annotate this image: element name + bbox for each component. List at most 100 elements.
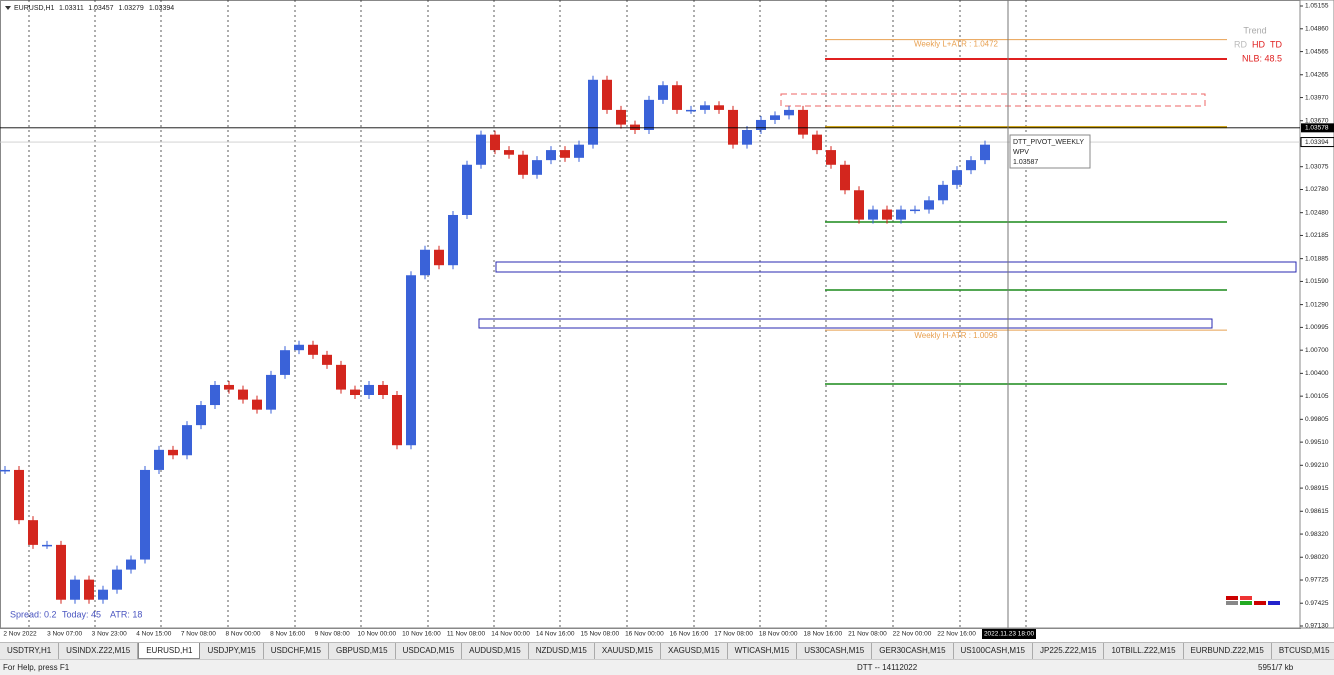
price-axis: [1299, 0, 1334, 629]
x-tick-label: 3 Nov 07:00: [47, 631, 82, 638]
x-tick-label: 4 Nov 15:00: [136, 631, 171, 638]
x-tick-label: 8 Nov 00:00: [225, 631, 260, 638]
candle: [980, 144, 990, 161]
symbol-tab[interactable]: EURUSD,H1: [138, 643, 201, 659]
candle: [112, 569, 122, 590]
help-text: For Help, press F1: [3, 663, 70, 672]
bid-price-box: [1300, 137, 1334, 148]
candle: [476, 134, 486, 165]
symbol-tab[interactable]: USDTRY,H1: [0, 643, 60, 659]
symbol-tab[interactable]: WTICASH,M15: [728, 643, 798, 659]
x-tick-label: 17 Nov 08:00: [714, 631, 753, 638]
ohlc-value: 1.03311: [59, 5, 84, 12]
candle: [910, 209, 920, 212]
y-tick-label: 1.00995: [1305, 324, 1329, 331]
candle: [42, 544, 52, 547]
symbol: EURUSD,H1: [14, 5, 55, 12]
candle: [196, 405, 206, 426]
chart-header: EURUSD,H1 1.03311 1.03457 1.03279 1.03394: [14, 5, 174, 12]
symbol-tab[interactable]: XAGUSD,M15: [661, 643, 728, 659]
candle: [98, 589, 108, 600]
y-tick-label: 1.01590: [1305, 278, 1329, 285]
candle: [854, 190, 864, 220]
candle: [770, 115, 780, 120]
candle: [322, 354, 332, 365]
x-tick-label: 16 Nov 00:00: [625, 631, 664, 638]
tooltip-short: WPV: [1013, 149, 1029, 156]
symbol-tabs: USDTRY,H1 USINDX.Z22,M15 EURUSD,H1 USDJPY,M…: [0, 642, 1334, 659]
candle: [462, 164, 472, 215]
ohlc-value: 1.03457: [88, 5, 113, 12]
candle: [644, 99, 654, 130]
symbol-tab[interactable]: NZDUSD,M15: [529, 643, 595, 659]
y-tick-label: 1.03970: [1305, 94, 1329, 101]
crosshair-price-box: [1301, 123, 1334, 133]
candle: [588, 79, 598, 145]
symbol-tab[interactable]: EURBUND.Z22,M15: [1184, 643, 1272, 659]
supply-zone: [780, 93, 1206, 107]
candle: [742, 130, 752, 145]
tooltip: [1009, 134, 1091, 169]
symbol-tab[interactable]: US30CASH,M15: [797, 643, 873, 659]
y-tick-label: 1.03075: [1305, 163, 1329, 170]
candle: [700, 105, 710, 110]
indicator-icon: [1240, 596, 1252, 600]
demand-zone: [495, 261, 1297, 273]
candle: [728, 109, 738, 145]
symbol-tab[interactable]: USDCHF,M15: [264, 643, 329, 659]
candle: [14, 469, 24, 521]
symbol-tab[interactable]: XAUUSD,M15: [595, 643, 661, 659]
candle: [938, 184, 948, 201]
x-tick-label: 18 Nov 16:00: [803, 631, 842, 638]
y-tick-label: 1.03670: [1305, 117, 1329, 124]
symbol-tab[interactable]: USDJPY,M15: [200, 643, 264, 659]
x-tick-label: 16 Nov 16:00: [670, 631, 709, 638]
ohlc-value: 1.03279: [119, 5, 144, 12]
candle: [896, 209, 906, 220]
x-tick-label: 11 Nov 08:00: [447, 631, 486, 638]
candle: [0, 469, 10, 472]
header-arrow: [5, 6, 11, 10]
symbol-tab[interactable]: US100CASH,M15: [954, 643, 1033, 659]
symbol-tab[interactable]: 10TBILL.Z22,M15: [1104, 643, 1184, 659]
candle: [574, 144, 584, 158]
candle: [168, 449, 178, 456]
candle: [532, 160, 542, 175]
ohlc-value: 1.03394: [149, 5, 174, 12]
crosshair-price: 1.03578: [1305, 125, 1329, 132]
profile-text: DTT -- 14112022: [857, 663, 918, 672]
candle: [490, 134, 500, 151]
candle: [238, 389, 248, 400]
symbol-tab[interactable]: AUDUSD,M15: [462, 643, 529, 659]
x-tick-label: 14 Nov 00:00: [491, 631, 530, 638]
indicator-icon: [1254, 601, 1266, 605]
candle: [924, 200, 934, 210]
y-tick-label: 1.05155: [1305, 3, 1329, 10]
symbol-tab[interactable]: GER30CASH,M15: [872, 643, 954, 659]
y-tick-label: 1.04860: [1305, 26, 1329, 33]
candle: [952, 170, 962, 185]
info-text: ATR: 18: [110, 609, 142, 619]
candle: [560, 150, 570, 158]
candle: [224, 384, 234, 390]
symbol-tab[interactable]: GBPUSD,M15: [329, 643, 396, 659]
candle: [280, 350, 290, 375]
candle: [28, 520, 38, 545]
candle: [616, 109, 626, 125]
candle: [882, 209, 892, 220]
symbol-tab[interactable]: BTCUSD,M15: [1272, 643, 1334, 659]
info-text: Today: 45: [62, 609, 101, 619]
symbol-tab[interactable]: USDCAD,M15: [396, 643, 463, 659]
candle: [714, 105, 724, 110]
x-tick-label: 14 Nov 16:00: [536, 631, 575, 638]
y-tick-label: 1.02780: [1305, 186, 1329, 193]
candle: [546, 150, 556, 161]
y-tick-label: 0.97425: [1305, 600, 1329, 607]
candle: [658, 85, 668, 100]
symbol-tab[interactable]: JP225.Z22,M15: [1033, 643, 1105, 659]
symbol-tab[interactable]: USINDX.Z22,M15: [59, 643, 139, 659]
y-tick-label: 0.98320: [1305, 531, 1329, 538]
status-bar: For Help, press F1 DTT -- 14112022 5951/…: [0, 659, 1334, 675]
y-tick-label: 1.00105: [1305, 393, 1329, 400]
